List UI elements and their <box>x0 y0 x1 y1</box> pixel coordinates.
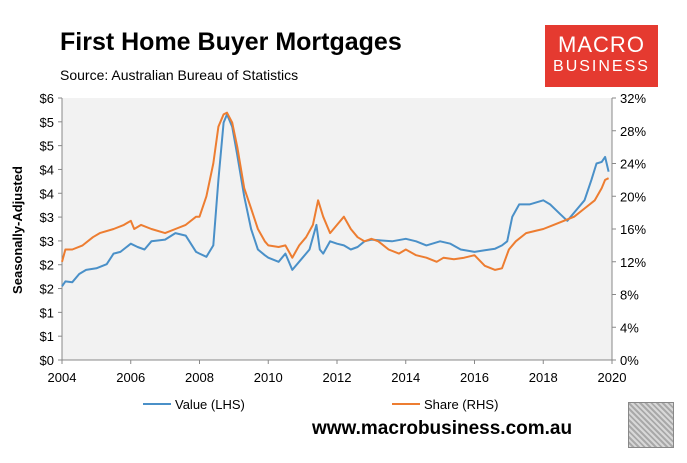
y-left-tick-label: $4 <box>40 162 54 177</box>
y-left-tick-label: $2 <box>40 258 54 273</box>
wolf-logo-icon <box>628 402 674 448</box>
y-left-tick-label: $4 <box>40 186 54 201</box>
y-left-tick-label: $6 <box>40 91 54 106</box>
legend-label-share: Share (RHS) <box>424 397 498 412</box>
y-right-tick-label: 32% <box>620 91 646 106</box>
series-line-value <box>61 113 610 287</box>
x-tick-label: 2018 <box>529 370 558 385</box>
y-right-tick-label: 12% <box>620 255 646 270</box>
y-left-tick-label: $5 <box>40 139 54 154</box>
series-line-share <box>61 111 610 271</box>
y-left-tick-label: $0 <box>40 353 54 368</box>
y-left-tick-label: $2 <box>40 282 54 297</box>
x-tick-label: 2006 <box>116 370 145 385</box>
brand-logo: MACRO BUSINESS <box>545 25 658 87</box>
y-right-tick-label: 24% <box>620 157 646 172</box>
y-left-tick-label: $1 <box>40 329 54 344</box>
legend: Value (LHS) Share (RHS) <box>143 397 498 412</box>
chart-title: First Home Buyer Mortgages <box>60 28 402 56</box>
x-tick-label: 2004 <box>48 370 77 385</box>
y-right-tick-label: 16% <box>620 222 646 237</box>
source-note: Source: Australian Bureau of Statistics <box>60 67 299 83</box>
logo-line1: MACRO <box>558 32 645 57</box>
y-left-tick-label: $3 <box>40 210 54 225</box>
y-right-tick-label: 28% <box>620 124 646 139</box>
y-right-tick-label: 0% <box>620 353 639 368</box>
website-url: www.macrobusiness.com.au <box>312 418 573 439</box>
legend-label-value: Value (LHS) <box>175 397 245 412</box>
x-tick-label: 2008 <box>185 370 214 385</box>
y-right-tick-label: 20% <box>620 189 646 204</box>
y-right-tick-label: 8% <box>620 288 639 303</box>
x-tick-label: 2016 <box>460 370 489 385</box>
x-tick-label: 2012 <box>323 370 352 385</box>
x-tick-label: 2020 <box>598 370 627 385</box>
y-left-tick-label: $3 <box>40 234 54 249</box>
x-tick-label: 2010 <box>254 370 283 385</box>
y-axis-label: Seasonally-Adjusted <box>10 166 25 294</box>
plot-area <box>62 98 612 360</box>
y-right-tick-label: 4% <box>620 320 639 335</box>
y-left-tick-label: $5 <box>40 115 54 130</box>
x-tick-label: 2014 <box>391 370 420 385</box>
logo-line2: BUSINESS <box>553 58 650 75</box>
y-left-tick-label: $1 <box>40 305 54 320</box>
